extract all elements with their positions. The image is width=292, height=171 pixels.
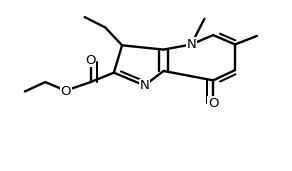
Text: N: N [186,38,196,51]
Text: N: N [140,79,150,92]
Text: O: O [85,54,96,67]
Text: O: O [208,97,218,110]
Text: O: O [60,85,71,98]
